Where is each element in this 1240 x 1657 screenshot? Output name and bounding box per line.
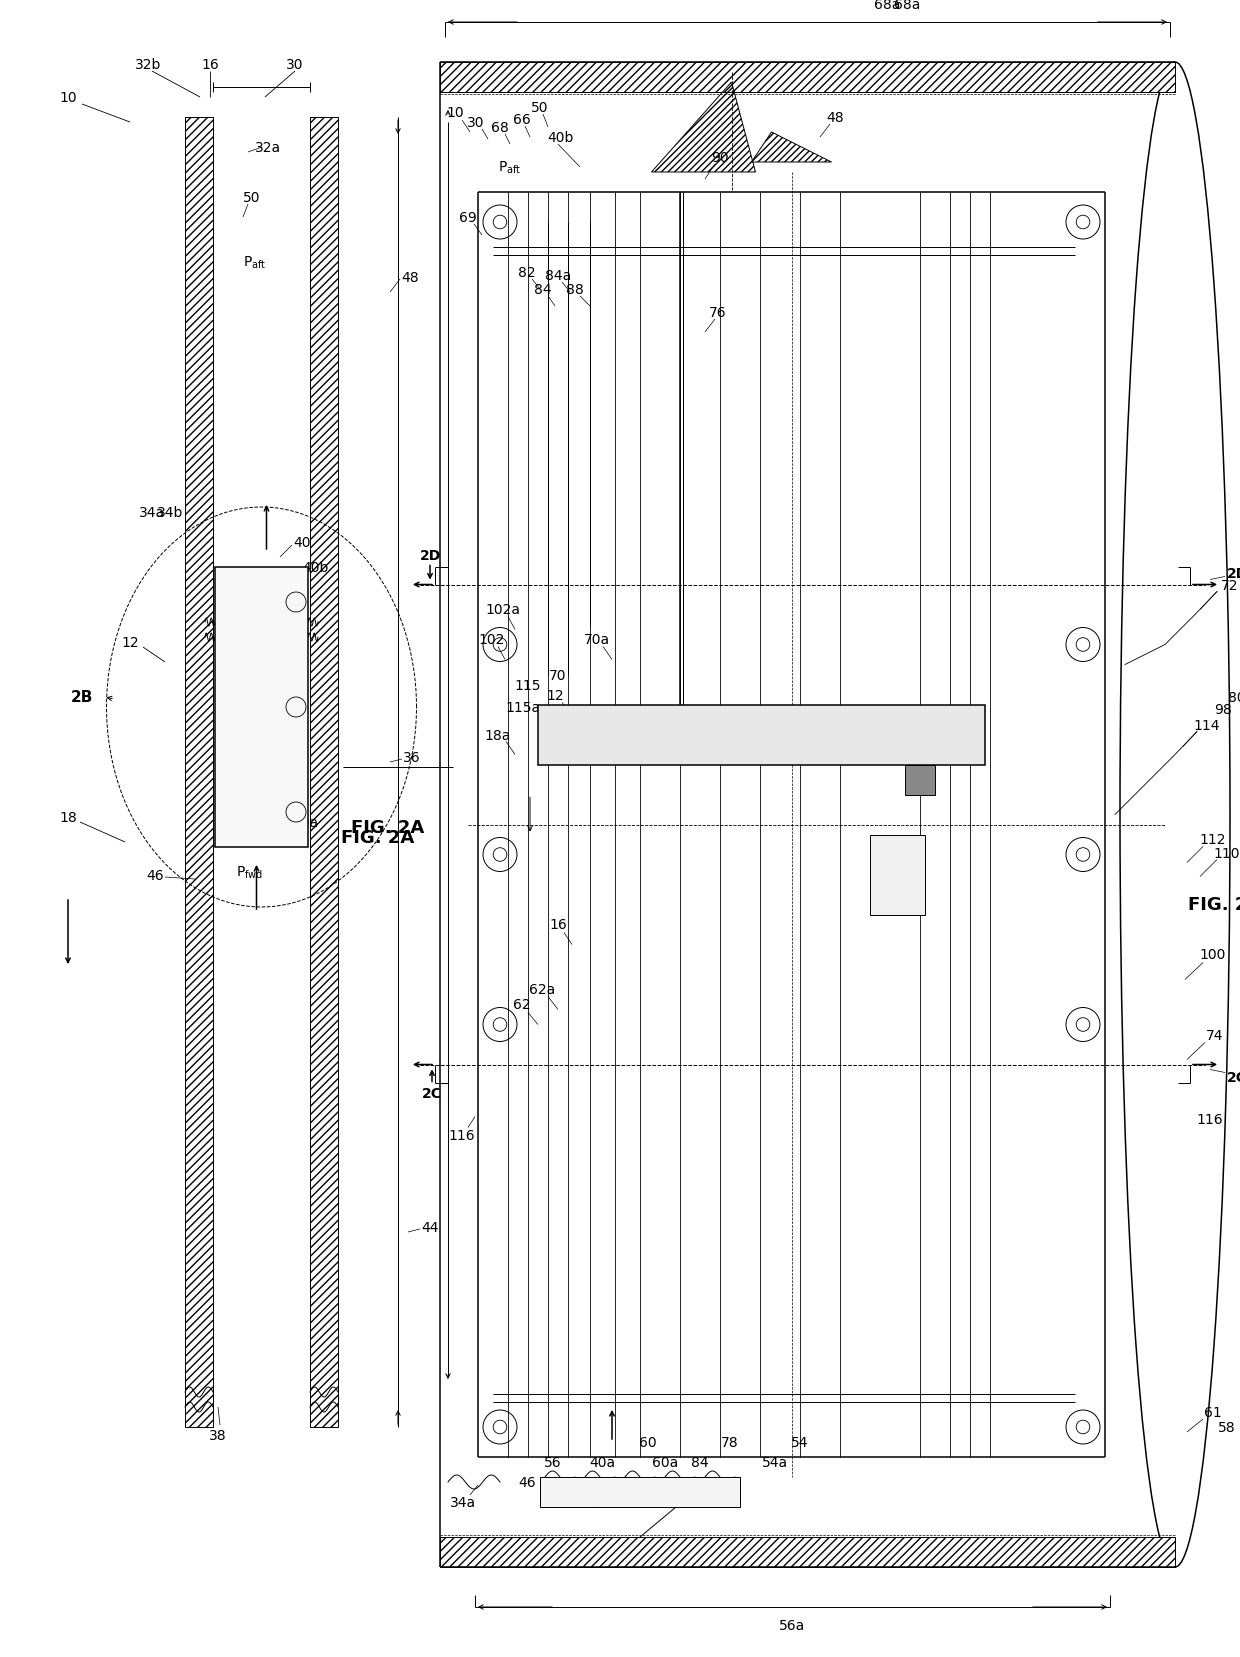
Text: 30: 30	[467, 116, 485, 129]
Text: 72: 72	[1221, 578, 1239, 592]
Text: 18: 18	[60, 810, 77, 825]
Text: 50: 50	[243, 191, 260, 205]
Text: 82: 82	[518, 265, 536, 280]
Text: 84: 84	[534, 283, 552, 297]
Text: 56: 56	[544, 1455, 562, 1470]
Text: 74: 74	[1207, 1027, 1224, 1042]
Text: 84: 84	[691, 1455, 709, 1470]
Text: 32a: 32a	[255, 141, 281, 154]
Text: 48: 48	[826, 111, 843, 124]
Text: 58: 58	[1218, 1420, 1236, 1435]
Text: 2D: 2D	[1226, 567, 1240, 580]
Bar	[215, 568, 308, 847]
Bar	[440, 1538, 1176, 1568]
Text: 2C: 2C	[422, 1085, 441, 1100]
Text: 68a: 68a	[874, 0, 900, 12]
Text: 44: 44	[422, 1220, 439, 1234]
Text: 60: 60	[639, 1435, 657, 1450]
Text: 48: 48	[402, 270, 419, 285]
Text: 34a: 34a	[139, 505, 165, 520]
Text: 102: 102	[479, 633, 505, 648]
Text: 46: 46	[518, 1475, 536, 1490]
Text: 80: 80	[1228, 689, 1240, 704]
Text: 38: 38	[210, 1428, 227, 1442]
Text: 54: 54	[791, 1435, 808, 1450]
Text: 78: 78	[722, 1435, 739, 1450]
Bar	[905, 766, 935, 795]
Text: 34a: 34a	[450, 1495, 476, 1510]
Text: 88: 88	[567, 283, 584, 297]
Text: 56a: 56a	[780, 1617, 806, 1632]
Text: 12: 12	[122, 636, 139, 650]
Text: 40b: 40b	[547, 131, 573, 144]
Text: 34b: 34b	[156, 505, 184, 520]
Text: 60a: 60a	[652, 1455, 678, 1470]
Text: 16: 16	[201, 58, 219, 71]
Text: 68a: 68a	[894, 0, 920, 12]
Text: 40a: 40a	[589, 1455, 615, 1470]
Text: FIG. 2B: FIG. 2B	[1188, 896, 1240, 915]
Text: 90: 90	[712, 151, 729, 166]
Text: 110: 110	[1214, 847, 1240, 860]
Text: 100: 100	[1200, 948, 1226, 963]
Text: 98: 98	[1214, 703, 1231, 717]
Text: 40a: 40a	[291, 815, 319, 830]
Text: 115: 115	[515, 678, 541, 693]
Text: 2C: 2C	[1228, 1070, 1240, 1084]
Text: 54a: 54a	[761, 1455, 789, 1470]
Bar	[538, 706, 985, 766]
Text: 50: 50	[531, 101, 549, 114]
Text: 76: 76	[709, 307, 727, 320]
Text: 36: 36	[403, 751, 420, 764]
Text: 114: 114	[1194, 717, 1220, 732]
Text: 40b: 40b	[301, 560, 329, 575]
Text: 10: 10	[60, 91, 77, 104]
Text: 40: 40	[281, 795, 299, 810]
Text: 40: 40	[293, 535, 311, 550]
Text: 69: 69	[459, 210, 477, 225]
Text: 2D: 2D	[419, 548, 440, 562]
Text: 44: 44	[619, 1475, 637, 1490]
Text: 30: 30	[286, 58, 304, 71]
Text: 16: 16	[549, 918, 567, 931]
Text: 10: 10	[446, 106, 464, 119]
Text: 70a: 70a	[584, 633, 610, 648]
Text: P$_\mathrm{aft}$: P$_\mathrm{aft}$	[498, 159, 522, 176]
Text: P$_\mathrm{fwd}$: P$_\mathrm{fwd}$	[237, 865, 264, 880]
Text: 32b: 32b	[135, 58, 161, 71]
Bar	[539, 1476, 740, 1508]
Text: 40: 40	[569, 1475, 587, 1490]
Text: 84a: 84a	[544, 268, 572, 283]
Text: 116: 116	[1197, 1114, 1224, 1127]
Text: 2B: 2B	[71, 689, 93, 706]
Bar	[310, 118, 339, 1427]
Text: FIG. 2A: FIG. 2A	[351, 819, 424, 837]
Text: 102a: 102a	[486, 603, 521, 616]
Bar	[185, 118, 213, 1427]
Text: 61: 61	[1204, 1405, 1221, 1418]
Text: 46: 46	[146, 868, 164, 883]
Text: P$_\mathrm{fwd}$: P$_\mathrm{fwd}$	[575, 1495, 603, 1510]
Text: 116: 116	[449, 1128, 475, 1142]
Text: 112: 112	[1200, 833, 1226, 847]
Text: 18a: 18a	[485, 727, 511, 742]
Text: 68: 68	[491, 121, 508, 134]
Text: 66: 66	[513, 113, 531, 128]
Text: 12: 12	[546, 688, 564, 703]
Text: 62: 62	[513, 998, 531, 1012]
Text: 115a: 115a	[506, 699, 541, 714]
Bar	[440, 63, 1176, 93]
Text: 70: 70	[549, 668, 567, 683]
Bar	[870, 835, 925, 915]
Text: P$_\mathrm{aft}$: P$_\mathrm{aft}$	[243, 255, 267, 272]
Text: FIG. 2A: FIG. 2A	[341, 828, 414, 847]
Text: 62a: 62a	[529, 983, 556, 998]
